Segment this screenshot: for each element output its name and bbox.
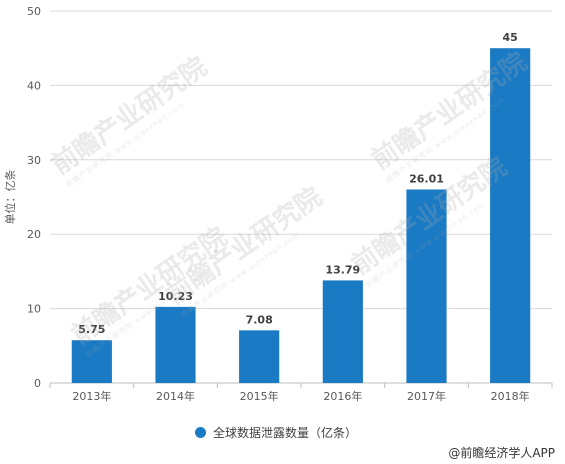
legend: 全球数据泄露数量（亿条） — [195, 424, 357, 441]
source-credit: @前瞻经济学人APP — [448, 446, 555, 460]
x-tick-label: 2016年 — [323, 389, 362, 403]
gridlines — [50, 10, 552, 310]
x-axis: 2013年 2014年 2015年 2016年 2017年 2018年 — [49, 383, 553, 403]
data-labels: 5.75 10.23 7.08 13.79 26.01 45 — [78, 31, 518, 336]
data-label: 7.08 — [246, 313, 273, 326]
bar — [155, 306, 196, 383]
bar — [71, 340, 112, 383]
y-tick-label: 10 — [27, 303, 41, 316]
y-tick-label: 40 — [27, 79, 41, 92]
legend-label: 全球数据泄露数量（亿条） — [213, 426, 358, 440]
y-tick-label: 0 — [34, 377, 41, 390]
y-axis: 0 10 20 30 40 50 — [27, 5, 41, 390]
bars — [71, 48, 531, 383]
data-label: 5.75 — [78, 323, 105, 336]
data-label: 10.23 — [158, 290, 193, 303]
data-label: 13.79 — [325, 263, 360, 276]
data-label: 26.01 — [409, 172, 444, 185]
y-axis-title: 单位：亿条 — [3, 170, 17, 225]
x-tick-label: 2018年 — [491, 389, 530, 403]
y-tick-label: 30 — [27, 154, 41, 167]
bar — [322, 280, 363, 383]
bar — [239, 330, 280, 383]
bar — [406, 189, 447, 383]
y-tick-label: 50 — [27, 5, 41, 18]
x-tick-label: 2017年 — [407, 389, 446, 403]
x-tick-label: 2015年 — [240, 389, 279, 403]
data-label: 45 — [503, 31, 518, 44]
x-tick-label: 2013年 — [72, 389, 111, 403]
bar — [490, 48, 531, 383]
y-tick-label: 20 — [27, 228, 41, 241]
x-tick-label: 2014年 — [156, 389, 195, 403]
legend-marker — [195, 427, 206, 438]
